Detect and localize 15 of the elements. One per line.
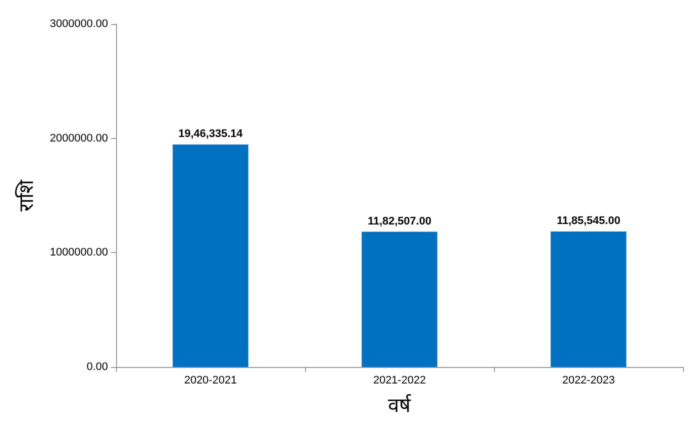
y-tick-label: 3000000.00	[50, 18, 108, 30]
x-axis-title: वर्ष	[388, 393, 412, 417]
y-axis-title: राशि	[14, 180, 38, 212]
bar	[550, 231, 626, 367]
x-tick-label: 2020-2021	[184, 374, 237, 386]
data-label: 19,46,335.14	[178, 128, 244, 140]
data-label: 11,85,545.00	[556, 214, 620, 227]
data-label: 11,82,507.00	[368, 215, 432, 228]
x-tick-label: 2021-2022	[373, 374, 426, 386]
y-tick-label: 2000000.00	[50, 132, 108, 144]
y-tick-label: 0.00	[86, 361, 108, 373]
bar	[172, 144, 248, 367]
bar	[362, 232, 438, 367]
y-tick-label: 1000000.00	[50, 246, 108, 259]
x-tick-label: 2022-2023	[562, 374, 615, 386]
